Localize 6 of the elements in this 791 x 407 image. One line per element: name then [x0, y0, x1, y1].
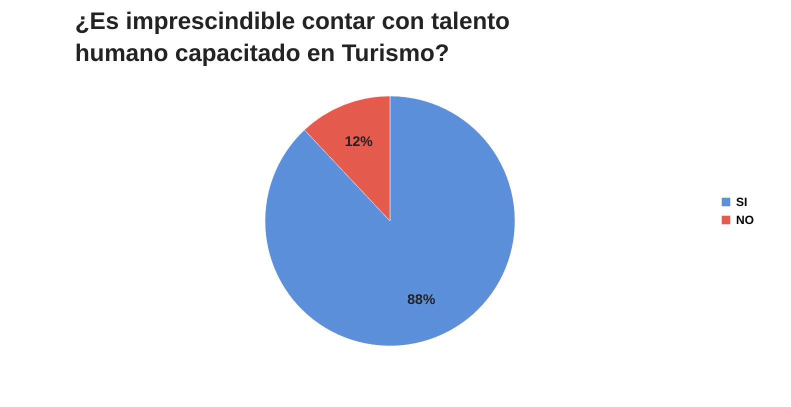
- pie-slice: [264, 96, 516, 346]
- legend-label: NO: [736, 213, 754, 227]
- legend-label: SI: [736, 195, 748, 209]
- data-label: 88%: [407, 291, 436, 308]
- chart-title: ¿Es imprescindible contar con talento humano capacitado en Turismo?: [75, 8, 510, 67]
- data-label: 12%: [344, 132, 374, 149]
